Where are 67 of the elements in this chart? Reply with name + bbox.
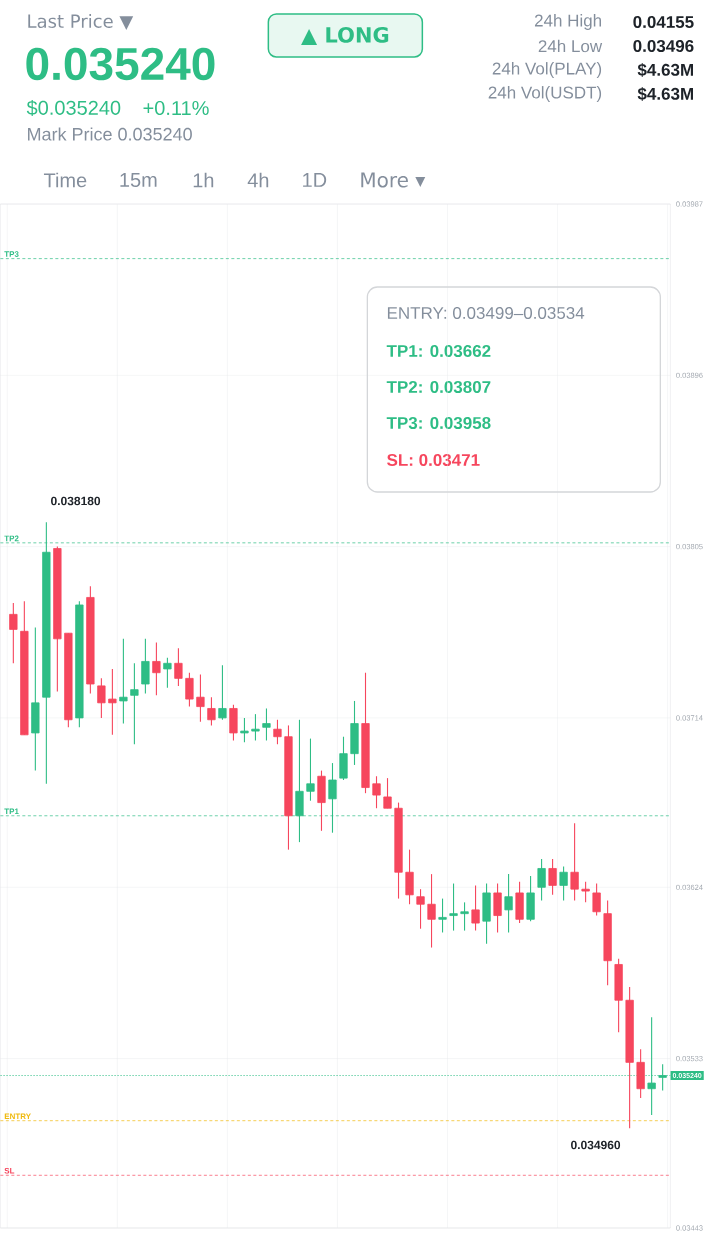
candlestick <box>383 777 392 809</box>
candlestick <box>537 858 546 902</box>
candlestick <box>218 664 227 721</box>
candlestick <box>196 674 205 723</box>
annotation: TP2: 0.03807 <box>386 380 491 394</box>
candlestick <box>97 677 106 719</box>
candlestick <box>306 738 315 802</box>
candlestick <box>152 642 161 696</box>
text: +0.11% <box>143 100 209 116</box>
candlestick <box>207 696 216 726</box>
candlestick <box>592 882 601 917</box>
text: $4.63M <box>637 63 693 77</box>
candlestick <box>141 638 150 694</box>
candlestick <box>163 657 172 689</box>
text: Time <box>43 172 87 188</box>
ref-line-label: TP1 <box>4 808 19 815</box>
candlestick <box>251 713 260 742</box>
text: More ▾ <box>361 172 426 188</box>
ref-line-label: ENTRY <box>4 1113 31 1119</box>
annotation: ENTRY: 0.03499–0.03534 <box>387 306 585 320</box>
text: Last Price ▼ <box>28 14 134 30</box>
candlestick <box>504 873 513 934</box>
text: 24h Low <box>538 39 602 53</box>
candlestick <box>438 898 447 934</box>
candlestick <box>9 602 18 664</box>
candlestick <box>119 638 128 725</box>
candlestick <box>581 881 590 903</box>
annotation: TP3: 0.03958 <box>386 416 491 430</box>
candlestick <box>273 719 282 745</box>
candlestick <box>570 822 579 902</box>
candlestick <box>449 882 458 932</box>
text: 1D <box>302 173 326 187</box>
candlestick <box>185 672 194 708</box>
text: 0.035240 <box>26 47 215 81</box>
annotation: 0.038180 <box>50 496 100 506</box>
text: Mark Price 0.035240 <box>27 127 192 141</box>
text: 24h High <box>534 14 601 30</box>
candlestick <box>130 662 139 745</box>
annotation: SL: 0.03471 <box>386 453 480 467</box>
candlestick <box>174 647 183 687</box>
candlestick <box>416 888 425 930</box>
candlestick <box>471 884 480 932</box>
text: 24h Vol(USDT) <box>488 86 601 102</box>
candlestick <box>427 873 436 949</box>
candlestick <box>493 882 502 934</box>
ref-line-label: TP2 <box>4 535 19 542</box>
annotation: 0.034960 <box>570 1140 620 1150</box>
text: 24h Vol(PLAY) <box>492 62 601 78</box>
ref-line-label: TP3 <box>4 251 19 257</box>
text: ▲ LONG <box>300 26 389 46</box>
text: 4h <box>247 172 268 188</box>
text: 15m <box>120 173 157 187</box>
candlestick <box>559 866 568 902</box>
candlestick <box>548 858 557 896</box>
annotation: TP1: 0.03662 <box>386 344 491 358</box>
candlestick <box>372 775 381 809</box>
candlestick <box>405 849 414 905</box>
text: $0.035240 <box>26 99 121 117</box>
text: 0.03496 <box>633 39 694 53</box>
candlestick <box>108 668 117 736</box>
text: 0.04155 <box>633 15 694 29</box>
text: $4.63M <box>637 87 693 101</box>
text: 1h <box>193 172 213 188</box>
candlestick <box>240 717 249 743</box>
candlestick <box>460 901 469 932</box>
ref-line-label: SL <box>4 1167 15 1174</box>
candlestick <box>262 707 271 742</box>
